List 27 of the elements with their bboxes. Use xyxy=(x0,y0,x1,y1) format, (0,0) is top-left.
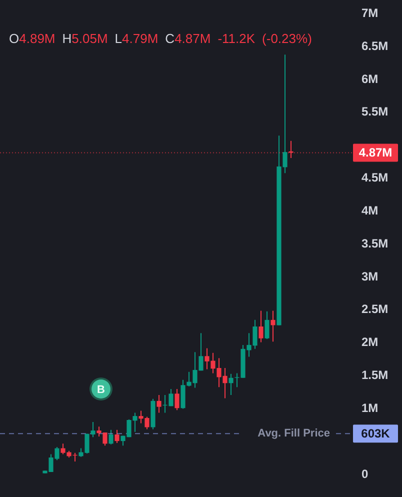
y-tick-label: 3M xyxy=(362,269,378,284)
candlestick xyxy=(156,394,162,414)
text: O4.89M H5.05M L4.79M C4.87M -11.2K (-0.23%) xyxy=(9,31,312,46)
ref-line-label: 603K xyxy=(361,426,390,441)
candlestick xyxy=(264,310,270,340)
y-tick-label: 0 xyxy=(362,466,368,481)
y-tick-label: 1M xyxy=(362,400,378,415)
candlestick xyxy=(228,373,234,396)
annotation: B xyxy=(97,384,106,396)
letter-badge-icon: B xyxy=(89,377,113,401)
y-tick-label: 1.5M xyxy=(362,368,388,382)
y-tick-label: 5.5M xyxy=(362,104,388,119)
y-tick-label: 4.5M xyxy=(362,170,388,185)
y-tick-label: 6.5M xyxy=(362,38,388,53)
ref-line-label: 4.87M xyxy=(358,146,392,160)
candlestick xyxy=(258,310,264,343)
y-tick-label: 7M xyxy=(362,6,378,20)
y-tick-label: 4M xyxy=(362,203,378,218)
annotation: Avg. Fill Price xyxy=(258,428,330,440)
y-tick-label: 2.5M xyxy=(362,302,388,316)
candlestick xyxy=(270,310,276,342)
y-tick-label: 6M xyxy=(362,72,378,86)
candlestick xyxy=(174,388,180,411)
candlestick xyxy=(108,429,114,445)
candlestick xyxy=(114,429,120,444)
y-tick-label: 3.5M xyxy=(362,236,388,250)
y-tick-label: 2M xyxy=(362,335,378,350)
